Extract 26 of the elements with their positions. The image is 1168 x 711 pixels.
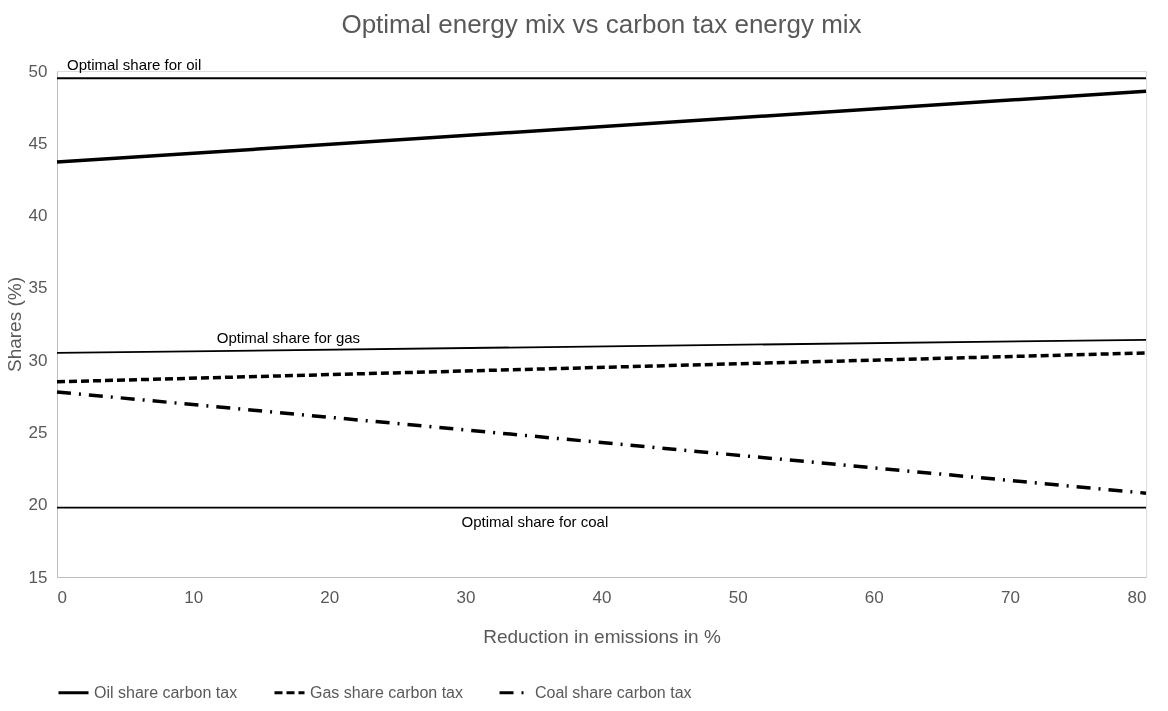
y-tick-label: 30 <box>28 350 48 370</box>
x-axis-title: Reduction in emissions in % <box>483 625 721 647</box>
legend-label: Oil share carbon tax <box>94 683 238 701</box>
x-tick-label: 70 <box>1000 587 1020 607</box>
x-tick-label: 40 <box>592 587 612 607</box>
y-tick-label: 45 <box>28 133 48 153</box>
x-tick-label: 30 <box>456 587 476 607</box>
y-tick-label: 50 <box>28 61 48 81</box>
ref-line-label: Optimal share for oil <box>67 56 202 74</box>
x-tick-label: 80 <box>1127 587 1147 607</box>
y-tick-label: 20 <box>28 495 48 515</box>
y-tick-label: 25 <box>28 422 48 442</box>
legend-label: Gas share carbon tax <box>310 683 463 701</box>
x-tick-label: 0 <box>57 587 67 607</box>
x-tick-label: 10 <box>184 587 204 607</box>
annotation: Optimal share for gas <box>216 329 361 347</box>
x-tick-label: 50 <box>728 587 748 607</box>
y-axis-title: Shares (%) <box>3 276 25 373</box>
y-tick-label: 35 <box>28 278 48 298</box>
x-tick-label: 60 <box>864 587 884 607</box>
y-tick-label: 15 <box>28 567 48 587</box>
y-tick-label: 40 <box>28 206 48 226</box>
x-tick-label: 20 <box>320 587 340 607</box>
legend-label: Coal share carbon tax <box>535 683 692 701</box>
chart-title: Optimal energy mix vs carbon tax energy mix <box>341 9 862 40</box>
ref-line-label: Optimal share for coal <box>461 512 609 530</box>
